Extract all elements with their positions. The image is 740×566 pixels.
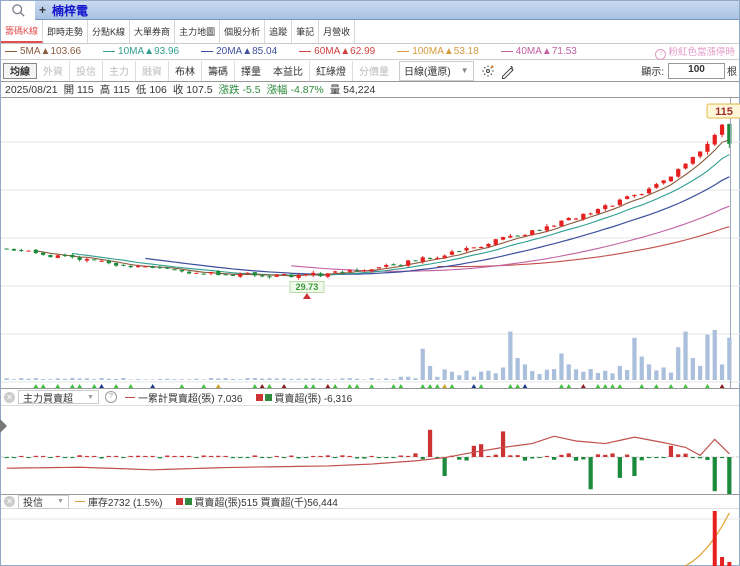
svg-text:115: 115: [715, 106, 733, 118]
svg-text:29.73: 29.73: [296, 282, 319, 292]
